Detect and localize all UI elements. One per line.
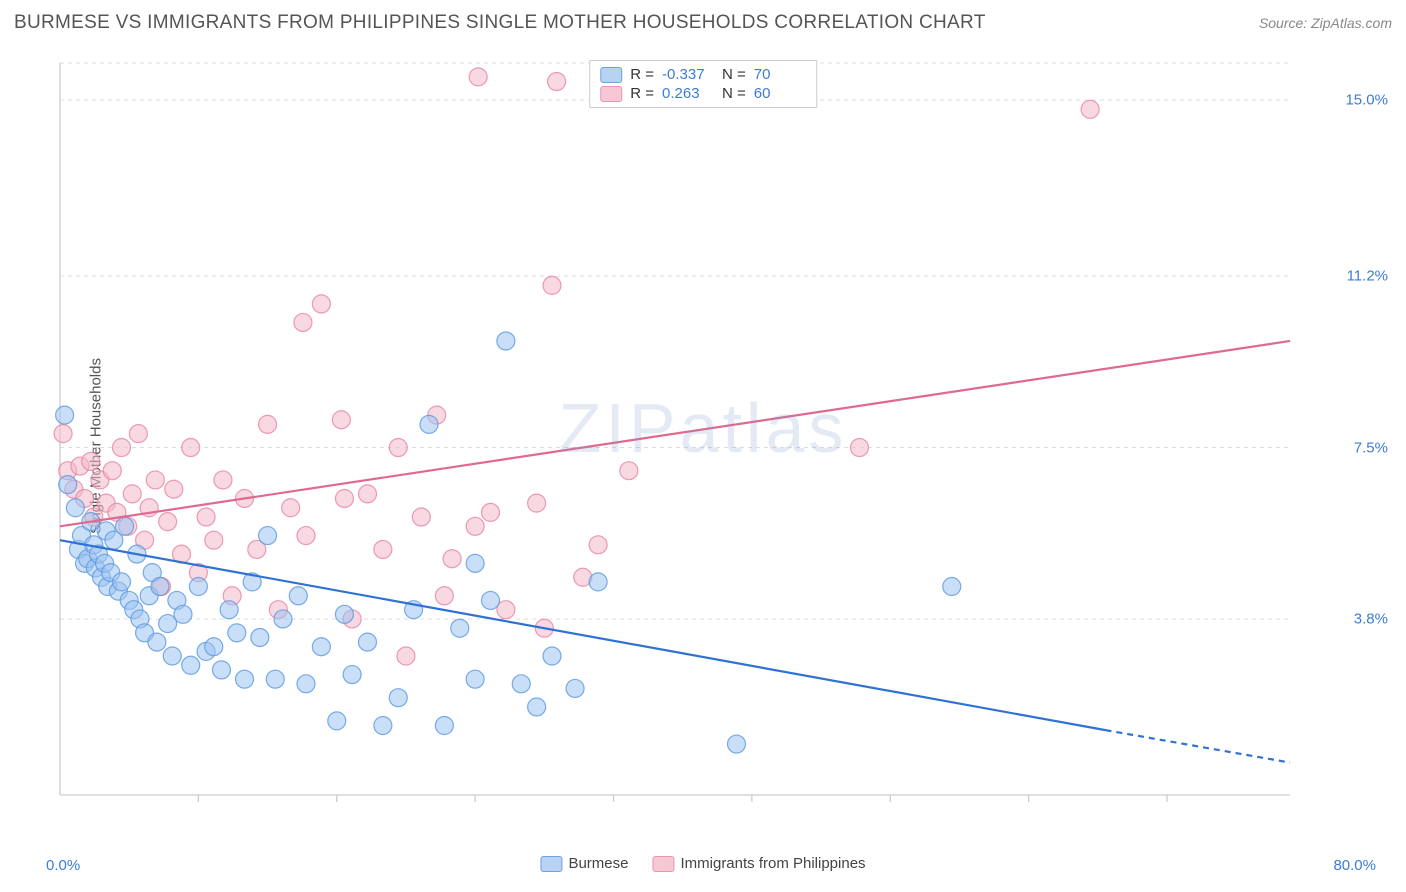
legend-item-burmese: Burmese	[540, 855, 628, 872]
chart-container: BURMESE VS IMMIGRANTS FROM PHILIPPINES S…	[0, 0, 1406, 892]
legend-label-philippines: Immigrants from Philippines	[680, 855, 865, 872]
y-tick-label: 11.2%	[1347, 268, 1388, 285]
y-tick-label: 7.5%	[1354, 439, 1388, 456]
source-credit: Source: ZipAtlas.com	[1259, 15, 1392, 31]
swatch-philippines	[600, 86, 622, 102]
stats-row-burmese: R = -0.337 N = 70	[600, 65, 806, 84]
chart-title: BURMESE VS IMMIGRANTS FROM PHILIPPINES S…	[14, 12, 986, 34]
x-min-label: 0.0%	[46, 857, 80, 874]
swatch-burmese	[540, 856, 562, 872]
plot-area	[50, 55, 1350, 825]
stats-row-philippines: R = 0.263 N = 60	[600, 84, 806, 103]
source-label: Source:	[1259, 15, 1307, 31]
r-value-burmese: -0.337	[662, 66, 714, 83]
bottom-legend: Burmese Immigrants from Philippines	[540, 855, 865, 872]
y-tick-label: 3.8%	[1354, 610, 1388, 627]
chart-header: BURMESE VS IMMIGRANTS FROM PHILIPPINES S…	[14, 12, 1392, 34]
n-label: N =	[722, 85, 746, 102]
source-name: ZipAtlas.com	[1311, 15, 1392, 31]
n-value-burmese: 70	[754, 66, 806, 83]
swatch-philippines	[652, 856, 674, 872]
x-max-label: 80.0%	[1333, 857, 1376, 874]
scatter-plot-svg	[50, 55, 1350, 825]
y-tick-label: 15.0%	[1345, 92, 1388, 109]
r-value-philippines: 0.263	[662, 85, 714, 102]
stats-legend: R = -0.337 N = 70 R = 0.263 N = 60	[589, 60, 817, 108]
r-label: R =	[630, 66, 654, 83]
n-value-philippines: 60	[754, 85, 806, 102]
swatch-burmese	[600, 67, 622, 83]
n-label: N =	[722, 66, 746, 83]
r-label: R =	[630, 85, 654, 102]
legend-item-philippines: Immigrants from Philippines	[652, 855, 865, 872]
legend-label-burmese: Burmese	[568, 855, 628, 872]
